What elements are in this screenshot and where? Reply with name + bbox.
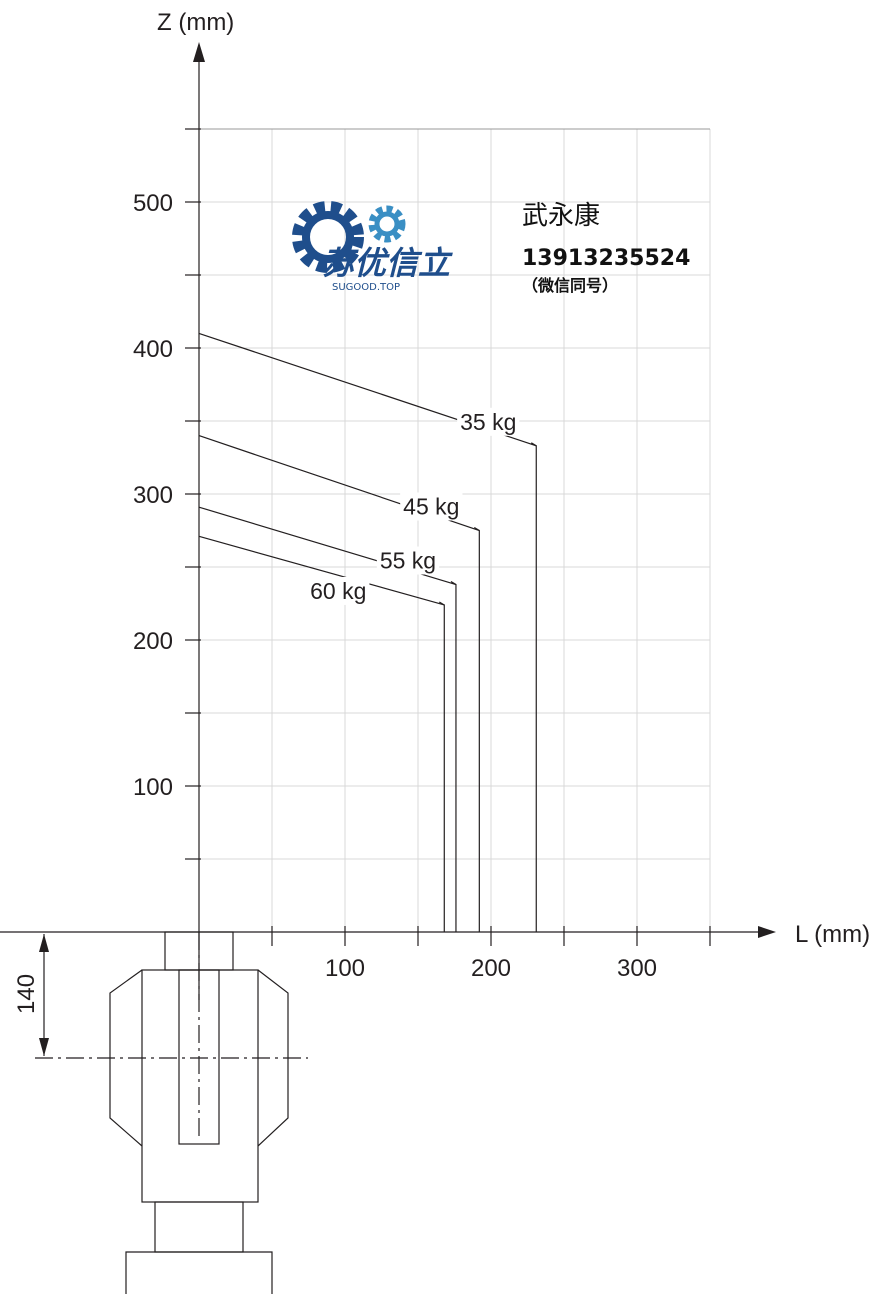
axes: Z (mm) L (mm) — [0, 9, 870, 1000]
series-label: 35 kg — [460, 409, 516, 435]
ticks: 100 200 300 100 200 300 400 500 — [133, 128, 711, 982]
series-corner-tick — [450, 581, 457, 586]
y-tick-label: 500 — [133, 190, 173, 217]
x-axis-title: L (mm) — [795, 921, 870, 948]
series-corner-tick — [530, 442, 537, 447]
y-tick-label: 200 — [133, 628, 173, 655]
watermark-site: SUGOOD.TOP — [332, 282, 400, 293]
watermark-phone: 13913235524 — [522, 246, 690, 271]
y-axis-title: Z (mm) — [157, 9, 234, 36]
robot-body — [141, 969, 259, 1203]
series — [198, 332, 537, 932]
robot-left-chamfer — [109, 969, 143, 1147]
gear-logo-icon — [292, 201, 406, 273]
watermark: 苏优信立 SUGOOD.TOP 武永康 13913235524 （微信同号） — [292, 201, 690, 295]
series-labels: 35 kg 45 kg 55 kg 60 kg — [307, 407, 520, 605]
dimension-140: 140 — [13, 934, 49, 1056]
watermark-brand: 苏优信立 — [322, 244, 453, 282]
series-label: 60 kg — [310, 578, 366, 604]
y-tick-label: 100 — [133, 774, 173, 801]
dimension-arrow-bottom — [39, 1038, 49, 1056]
series-label-background — [457, 407, 520, 436]
dimension-label: 140 — [13, 974, 40, 1014]
x-axis-arrow — [758, 926, 776, 938]
series-label: 45 kg — [403, 494, 459, 520]
series-corner-tick — [438, 601, 445, 606]
series-label-background — [307, 576, 370, 605]
y-tick-label: 300 — [133, 482, 173, 509]
watermark-note: （微信同号） — [522, 276, 618, 295]
robot-neck — [154, 1201, 244, 1253]
y-tick-label: 400 — [133, 336, 173, 363]
x-tick-label: 200 — [471, 955, 511, 982]
robot-base-plate — [125, 1251, 273, 1294]
series-label-background — [376, 546, 440, 575]
x-tick-label: 300 — [617, 955, 657, 982]
series-corner-tick — [474, 526, 480, 532]
robot-right-chamfer — [257, 969, 289, 1147]
x-tick-label: 100 — [325, 955, 365, 982]
series-label: 55 kg — [380, 548, 436, 574]
watermark-contact-name: 武永康 — [522, 201, 600, 231]
y-axis-arrow — [193, 42, 205, 62]
series-label-background — [400, 492, 463, 521]
robot-base-drawing — [35, 931, 308, 1294]
dimension-arrow-top — [39, 934, 49, 952]
